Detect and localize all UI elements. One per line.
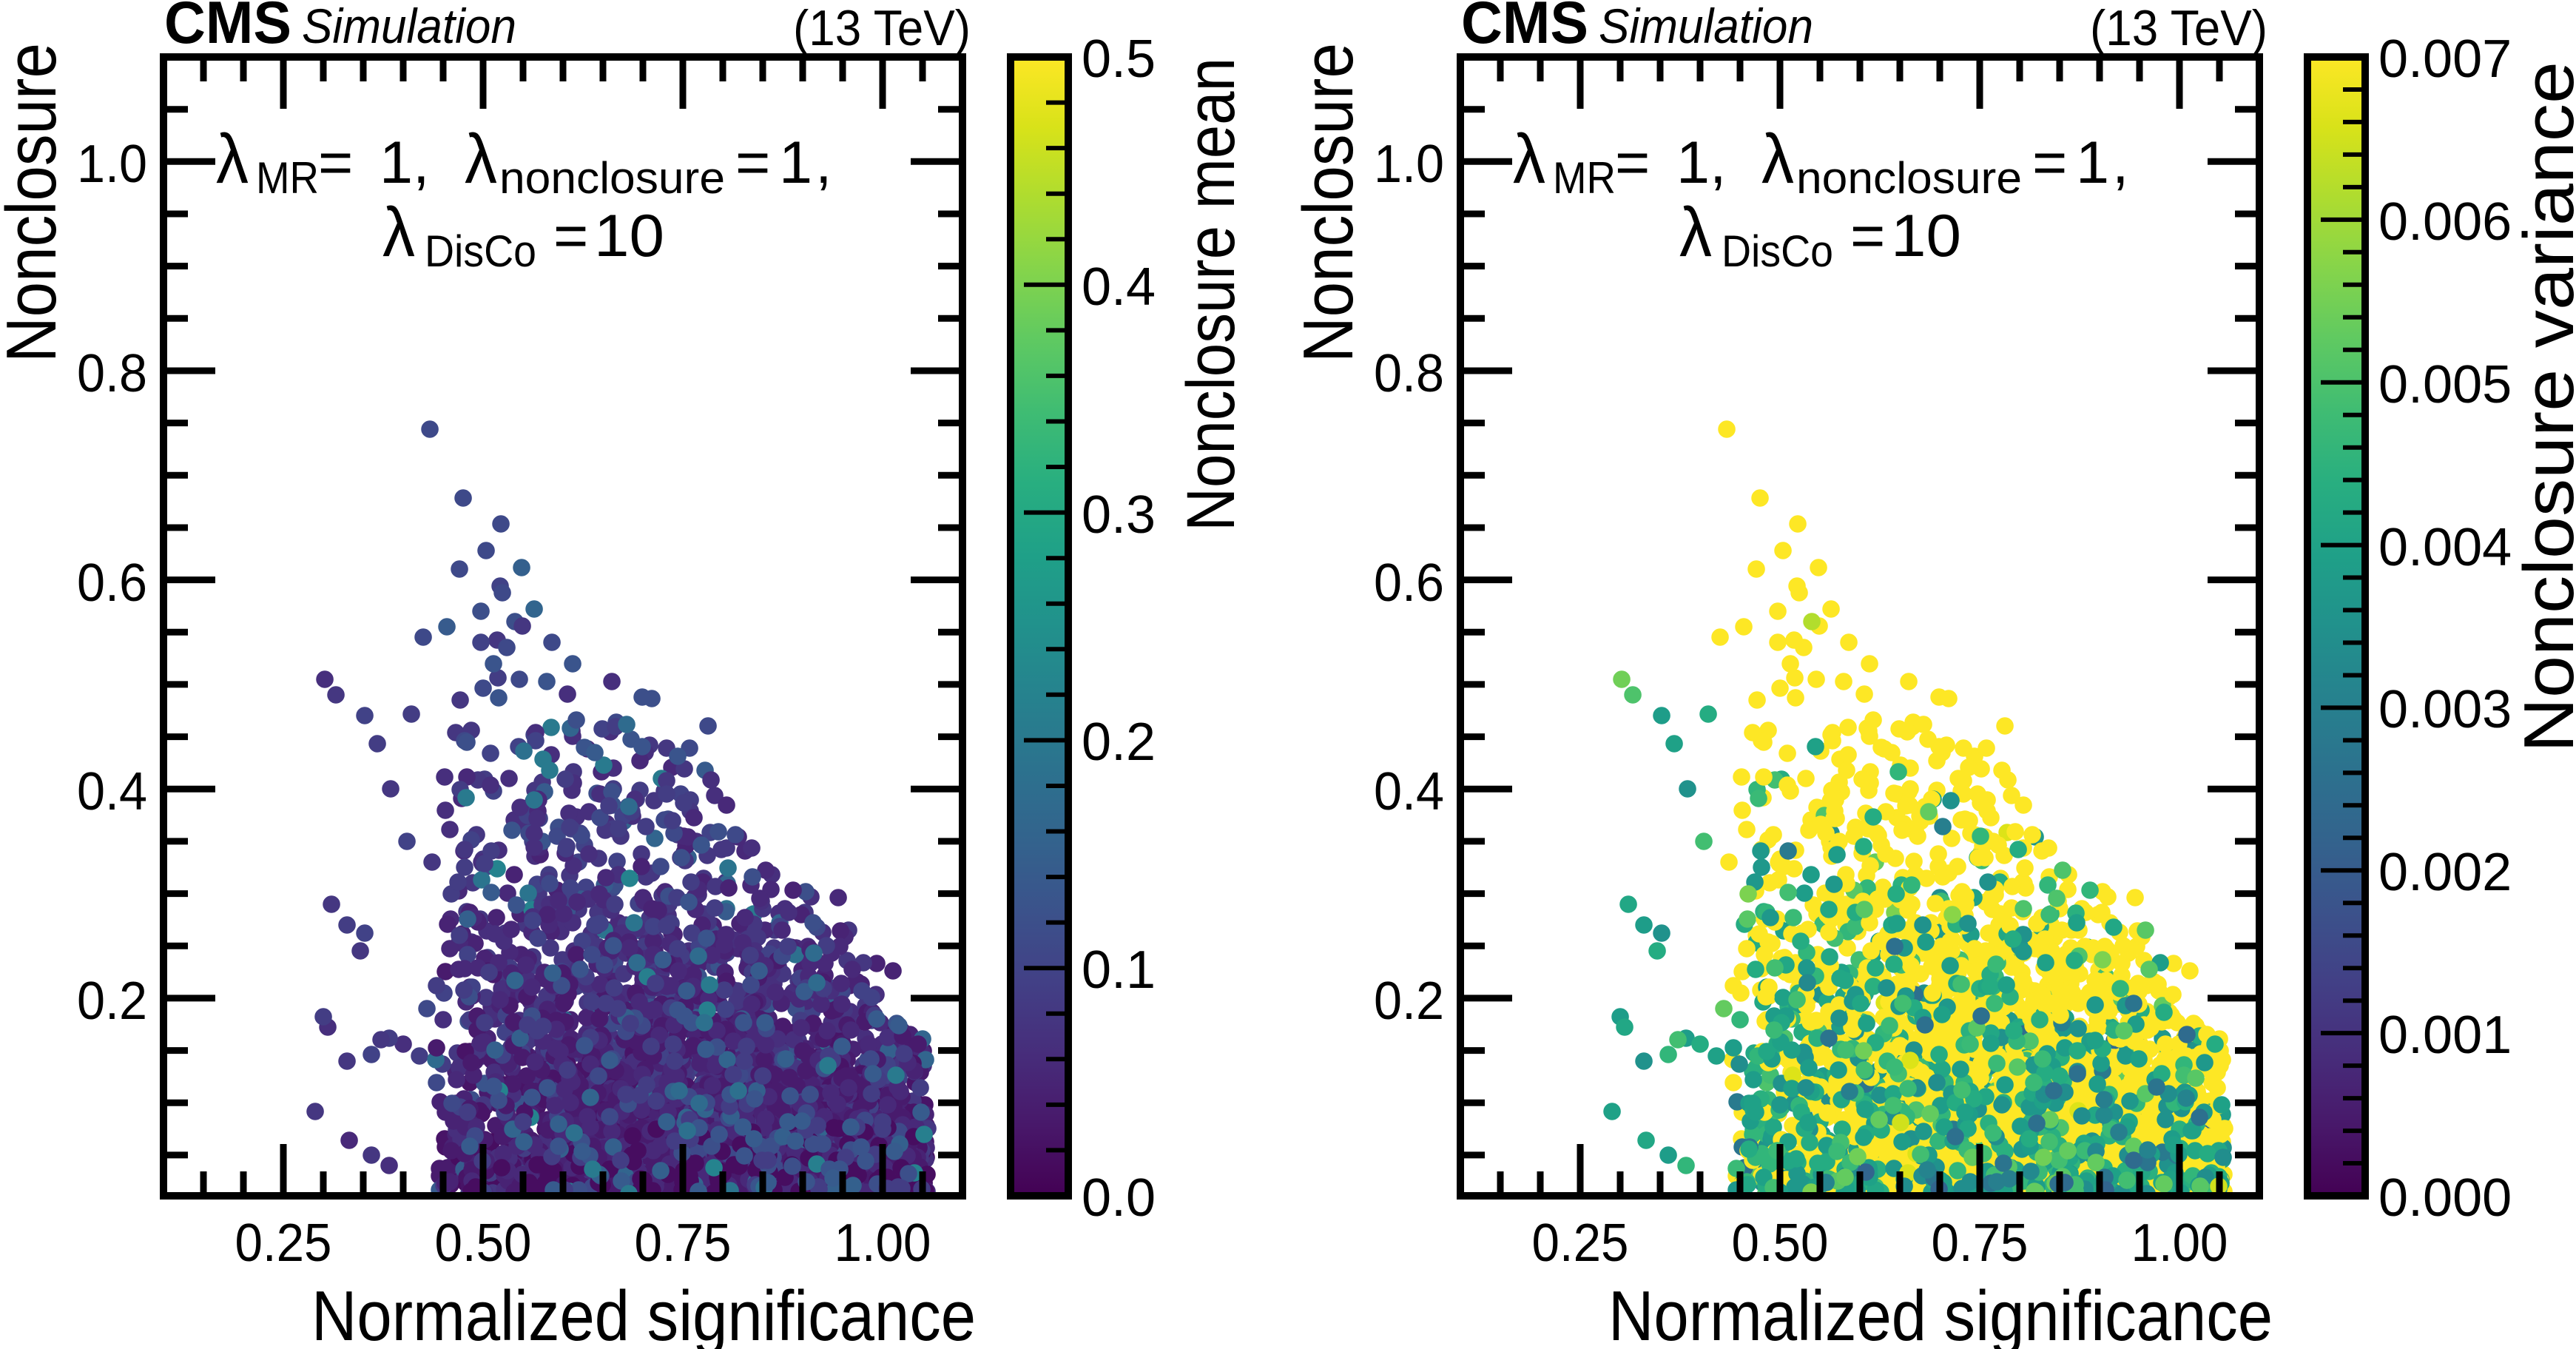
svg-text:Nonclosure mean: Nonclosure mean [1173, 58, 1249, 531]
svg-text:λ: λ [216, 120, 249, 198]
svg-text:λ: λ [1679, 193, 1712, 272]
svg-text:0.5: 0.5 [1082, 30, 1156, 89]
svg-text:0.4: 0.4 [1374, 762, 1444, 821]
svg-text:1: 1 [380, 129, 413, 196]
svg-text:0.0: 0.0 [1082, 1168, 1156, 1228]
svg-text:0.002: 0.002 [2378, 843, 2512, 902]
svg-text:CMS: CMS [1461, 0, 1588, 56]
svg-text:λ: λ [1761, 120, 1794, 198]
svg-text:DisCo: DisCo [1722, 226, 1833, 276]
svg-text:0.2: 0.2 [77, 972, 147, 1031]
svg-text:(13 TeV): (13 TeV) [2090, 0, 2268, 56]
svg-text:0.3: 0.3 [1082, 485, 1156, 545]
svg-text:CMS: CMS [164, 0, 291, 56]
svg-text:0.4: 0.4 [1082, 258, 1156, 317]
svg-text:=: = [735, 129, 770, 196]
svg-text:1.00: 1.00 [2131, 1214, 2228, 1273]
svg-text:(13 TeV): (13 TeV) [793, 0, 971, 56]
svg-text:0.75: 0.75 [1932, 1214, 2029, 1273]
svg-text:0.2: 0.2 [1082, 713, 1156, 772]
svg-text:=: = [318, 129, 353, 196]
svg-text:Normalized significance: Normalized significance [311, 1276, 976, 1349]
svg-text:1: 1 [2076, 129, 2109, 196]
svg-text:1.0: 1.0 [77, 135, 147, 194]
svg-text:0.50: 0.50 [1732, 1214, 1829, 1273]
svg-text:=: = [1615, 129, 1650, 196]
svg-text:λ: λ [1513, 120, 1545, 198]
svg-text:,: , [1710, 129, 1727, 196]
svg-text:0.25: 0.25 [1532, 1214, 1629, 1273]
svg-text:Simulation: Simulation [1599, 0, 1813, 53]
svg-text:MR: MR [1553, 153, 1616, 203]
svg-text:1.0: 1.0 [1374, 135, 1444, 194]
svg-text:10: 10 [1891, 203, 1961, 269]
svg-text:nonclosure: nonclosure [1796, 153, 2022, 203]
svg-text:DisCo: DisCo [425, 226, 536, 276]
svg-text:,: , [2112, 129, 2129, 196]
svg-text:=: = [2032, 129, 2067, 196]
svg-text:0.000: 0.000 [2378, 1168, 2512, 1228]
svg-text:0.4: 0.4 [77, 762, 147, 821]
svg-text:λ: λ [382, 193, 415, 272]
svg-text:Nonclosure: Nonclosure [1289, 43, 1368, 363]
svg-text:0.003: 0.003 [2378, 680, 2512, 739]
svg-text:0.25: 0.25 [235, 1214, 332, 1273]
svg-text:0.006: 0.006 [2378, 192, 2512, 252]
svg-text:=: = [553, 203, 588, 269]
svg-text:0.8: 0.8 [1374, 344, 1444, 403]
svg-text:,: , [815, 129, 832, 196]
svg-text:0.007: 0.007 [2378, 30, 2512, 89]
svg-text:Normalized significance: Normalized significance [1608, 1276, 2273, 1349]
svg-text:λ: λ [465, 120, 497, 198]
svg-text:0.6: 0.6 [77, 554, 147, 613]
svg-text:0.001: 0.001 [2378, 1006, 2512, 1065]
svg-text:Nonclosure: Nonclosure [0, 43, 71, 363]
svg-text:10: 10 [594, 203, 664, 269]
svg-text:MR: MR [256, 153, 319, 203]
svg-text:Nonclosure variance: Nonclosure variance [2509, 61, 2576, 753]
svg-text:=: = [1850, 203, 1885, 269]
svg-text:0.8: 0.8 [77, 344, 147, 403]
svg-text:0.004: 0.004 [2378, 518, 2512, 577]
svg-text:0.005: 0.005 [2378, 355, 2512, 414]
svg-text:1: 1 [1676, 129, 1710, 196]
svg-text:Simulation: Simulation [302, 0, 516, 53]
svg-text:0.2: 0.2 [1374, 972, 1444, 1031]
svg-text:nonclosure: nonclosure [499, 153, 725, 203]
svg-text:0.1: 0.1 [1082, 941, 1156, 1000]
svg-text:1: 1 [779, 129, 812, 196]
svg-text:0.75: 0.75 [635, 1214, 732, 1273]
svg-text:0.50: 0.50 [435, 1214, 532, 1273]
svg-text:1.00: 1.00 [834, 1214, 931, 1273]
svg-text:,: , [413, 129, 430, 196]
svg-text:0.6: 0.6 [1374, 554, 1444, 613]
